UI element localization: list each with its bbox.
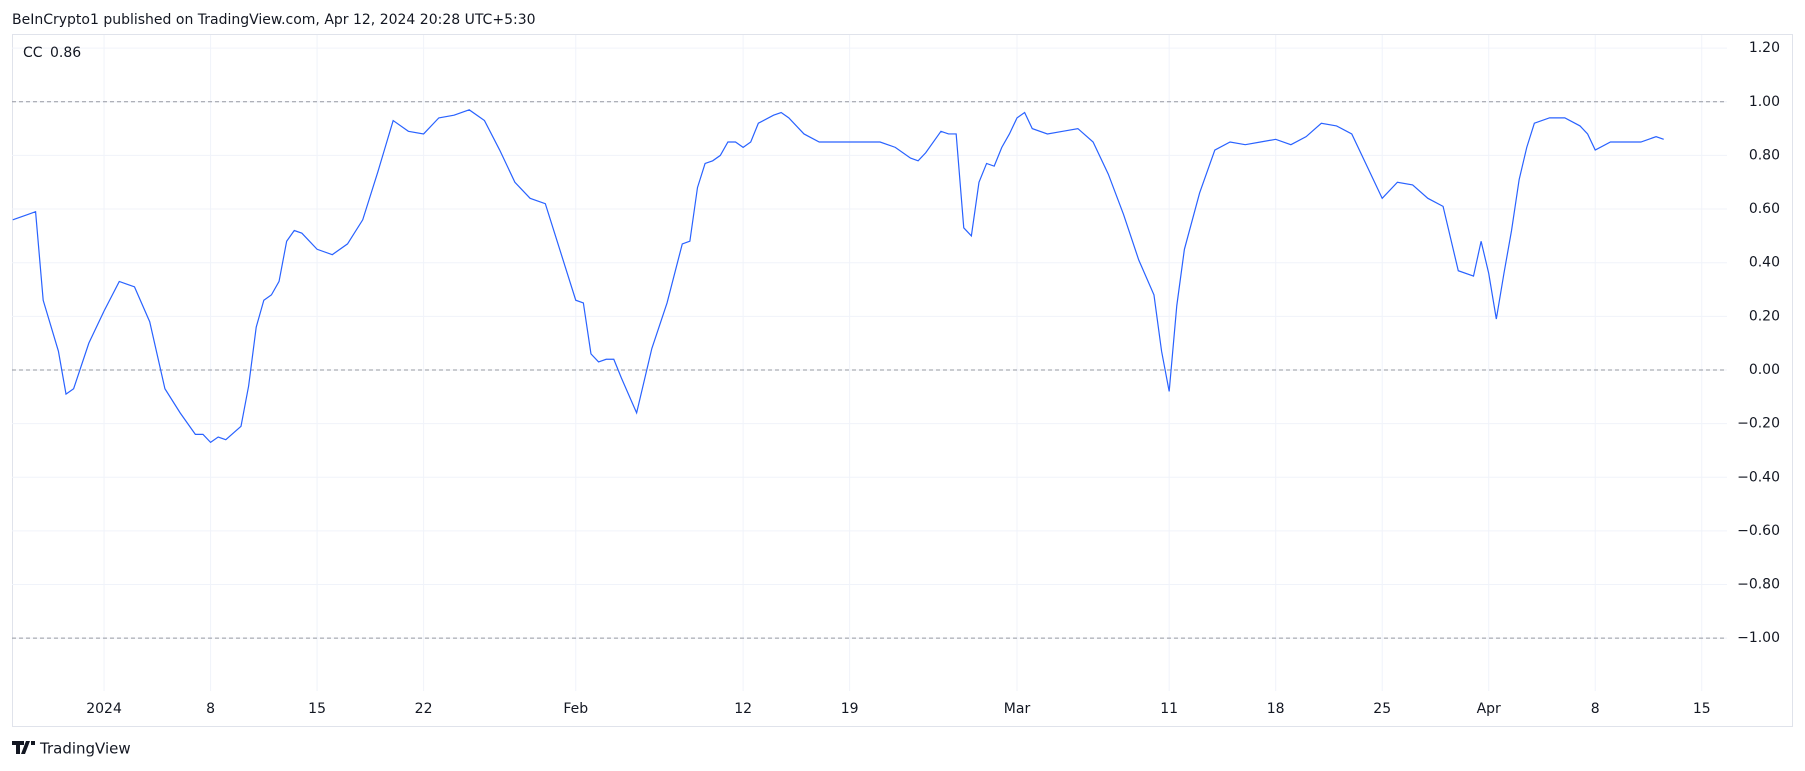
y-tick-label: −0.20 <box>1737 416 1780 432</box>
x-tick-label: 12 <box>734 701 752 717</box>
y-tick-label: 0.20 <box>1749 308 1780 324</box>
y-tick-label: 0.40 <box>1749 255 1780 271</box>
chart: 1.20 1.00 0.80 0.60 0.40 0.20 0.00 −0.20 −0.40 −0… <box>12 35 1780 717</box>
y-tick-label: 0.80 <box>1749 147 1780 163</box>
y-tick-label: −0.40 <box>1737 469 1780 485</box>
legend-value: 0.86 <box>50 45 81 61</box>
x-tick-label: Apr <box>1477 701 1501 717</box>
x-tick-label: 8 <box>1591 701 1600 717</box>
x-tick-label: 19 <box>841 701 859 717</box>
y-tick-label: −0.60 <box>1737 523 1780 539</box>
x-tick-label: Feb <box>563 701 588 717</box>
y-tick-label: 0.60 <box>1749 201 1780 217</box>
legend-name: CC <box>23 45 43 61</box>
x-tick-label: 18 <box>1267 701 1285 717</box>
header: BeInCrypto1 published on TradingView.com… <box>12 12 536 28</box>
chart-frame <box>12 34 1793 727</box>
x-tick-label: 15 <box>1693 701 1711 717</box>
y-tick-label: 0.00 <box>1749 362 1780 378</box>
y-tick-label: 1.00 <box>1749 94 1780 110</box>
x-tick-label: 11 <box>1160 701 1178 717</box>
data-line <box>12 109 1664 444</box>
x-tick-label: 8 <box>206 701 215 717</box>
x-tick-label: 25 <box>1373 701 1391 717</box>
x-tick-label: 22 <box>415 701 433 717</box>
x-tick-label: Mar <box>1004 701 1031 717</box>
y-tick-label: 1.20 <box>1749 40 1780 56</box>
y-tick-label: −0.80 <box>1737 577 1780 593</box>
footer-logo <box>12 741 35 754</box>
x-tick-label: 15 <box>308 701 326 717</box>
footer-brand: TradingView <box>39 740 131 758</box>
y-tick-label: −1.00 <box>1737 630 1780 646</box>
x-tick-label: 2024 <box>86 701 122 717</box>
